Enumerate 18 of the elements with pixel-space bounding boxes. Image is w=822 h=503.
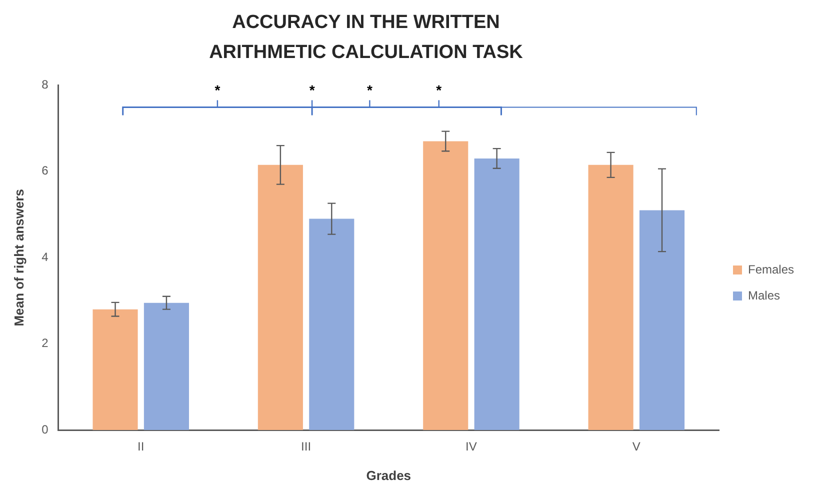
annotation: * — [436, 82, 442, 98]
y-tick-label: 4 — [42, 250, 49, 264]
y-tick-label: 2 — [42, 336, 49, 350]
x-tick-label: II — [138, 440, 144, 454]
chart-title: ACCURACY IN THE WRITTEN ARITHMETIC CALCULATION TASK — [208, 11, 524, 65]
x-tick-label: IV — [466, 440, 477, 454]
y-axis-title: Mean of right answers — [11, 188, 26, 326]
y-tick-label: 0 — [42, 422, 49, 436]
y-tick-label: 8 — [42, 78, 49, 92]
annotation: * — [309, 82, 316, 98]
x-tick-label: V — [632, 440, 640, 454]
x-tick-label: III — [301, 440, 312, 454]
annotation: * — [214, 82, 221, 98]
annotation: * — [366, 82, 373, 98]
x-axis-title: Grades — [366, 468, 412, 483]
y-tick-label: 6 — [42, 164, 49, 178]
legend-label: Males — [748, 288, 780, 302]
legend-label: Females — [748, 262, 794, 276]
